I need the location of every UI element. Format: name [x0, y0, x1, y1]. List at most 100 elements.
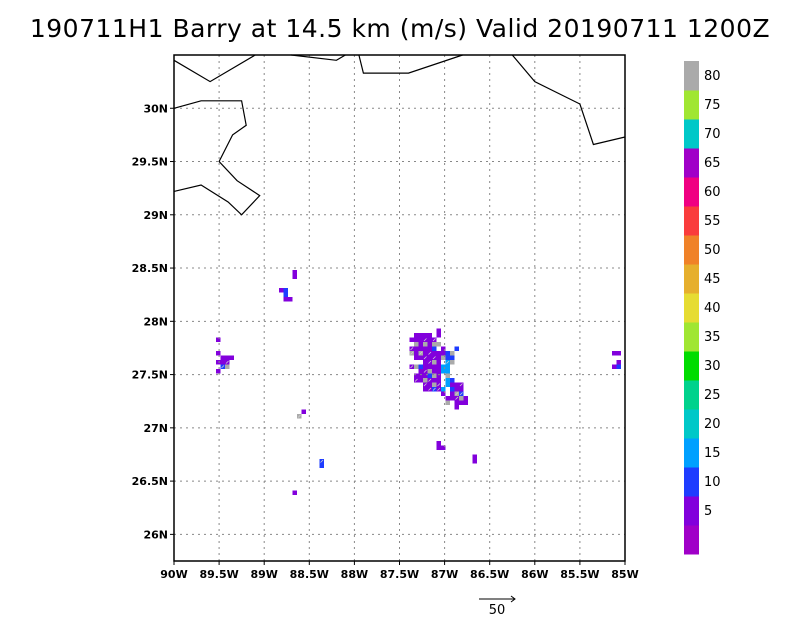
wind-vector [437, 383, 441, 387]
wind-pixel [432, 382, 437, 387]
wind-pixel [414, 346, 419, 351]
coastline-segment [291, 54, 346, 61]
wind-pixel [216, 337, 221, 342]
coastline-segment [511, 54, 626, 146]
wind-pixel [432, 360, 437, 365]
y-tick-label: 27N [143, 422, 168, 435]
wind-pixel [423, 360, 428, 365]
colorbar-swatch [684, 235, 699, 265]
wind-vector [459, 392, 463, 396]
y-tick-label: 30N [143, 102, 168, 115]
wind-pixel [427, 364, 432, 369]
wind-vector [410, 365, 414, 369]
colorbar-label: 75 [704, 98, 721, 113]
wind-pixel [423, 364, 428, 369]
wind-pixel [616, 364, 621, 369]
wind-pixel [427, 369, 432, 374]
wind-pixel [616, 360, 621, 365]
wind-pixel [450, 351, 455, 356]
wind-vector [419, 351, 423, 355]
wind-pixel [423, 351, 428, 356]
x-tick-label: 88.5W [290, 568, 329, 581]
wind-pixel [436, 351, 441, 356]
reference-vector-label: 50 [489, 603, 506, 618]
reference-arrow-head [510, 595, 516, 603]
colorbar-swatch [684, 61, 699, 91]
wind-vector [459, 383, 463, 387]
colorbar-label: 15 [704, 446, 721, 461]
wind-pixel [454, 346, 459, 351]
colorbar-label: 35 [704, 330, 721, 345]
x-tick-label: 89.5W [199, 568, 238, 581]
wind-vector [410, 347, 414, 351]
wind-pixel [445, 355, 450, 360]
wind-pixel [445, 373, 450, 378]
x-tick-label: 87.5W [380, 568, 419, 581]
y-tick-label: 29.5N [132, 156, 168, 169]
wind-speed-field [216, 270, 621, 495]
wind-pixel [436, 369, 441, 374]
wind-pixel [441, 387, 446, 392]
wind-pixel [423, 333, 428, 338]
wind-pixel [414, 342, 419, 347]
wind-vector [320, 459, 324, 463]
wind-pixel [450, 355, 455, 360]
wind-pixel [436, 360, 441, 365]
wind-pixel [432, 378, 437, 383]
wind-pixel [427, 382, 432, 387]
wind-vector [297, 414, 301, 418]
longitude-tick-labels: 90W 89.5W 89W 88.5W 88W 87.5W 87W 86.5W 86W 85.5W… [160, 561, 639, 581]
wind-pixel [445, 378, 450, 383]
wind-pixel [436, 342, 441, 347]
wind-pixel [418, 342, 423, 347]
wind-pixel [436, 378, 441, 383]
wind-pixel [216, 360, 221, 365]
x-tick-label: 89W [250, 568, 277, 581]
wind-pixel [432, 351, 437, 356]
colorbar-label: 30 [704, 359, 721, 374]
wind-pixel [450, 360, 455, 365]
wind-pixel [445, 369, 450, 374]
wind-pixel [441, 355, 446, 360]
wind-vector [437, 387, 441, 391]
wind-pixel [450, 378, 455, 383]
colorbar-label: 40 [704, 301, 721, 316]
wind-pixel [432, 346, 437, 351]
x-tick-label: 86W [521, 568, 548, 581]
colorbar-swatch [684, 438, 699, 468]
wind-vector [446, 360, 450, 364]
wind-pixel [423, 378, 428, 383]
wind-pixel [216, 351, 221, 356]
wind-pixel [220, 360, 225, 365]
wind-pixel [436, 333, 441, 338]
wind-pixel [441, 445, 446, 450]
colorbar-swatch [684, 380, 699, 410]
wind-pixel [441, 391, 446, 396]
colorbar-swatch [684, 351, 699, 381]
y-tick-label: 28N [143, 315, 168, 328]
wind-vector [221, 365, 225, 369]
wind-vector [428, 360, 432, 364]
wind-pixel [445, 364, 450, 369]
colorbar-label: 5 [704, 504, 712, 519]
x-tick-label: 85W [611, 568, 638, 581]
wind-vector [423, 356, 427, 360]
wind-pixel [427, 342, 432, 347]
x-tick-label: 85.5W [560, 568, 599, 581]
wind-pixel [436, 328, 441, 333]
wind-vector [428, 387, 432, 391]
wind-pixel [418, 337, 423, 342]
wind-vector [423, 338, 427, 342]
latitude-tick-labels: 26N 26.5N 27N 27.5N 28N 28.5N 29N 29.5N 30N [132, 102, 174, 541]
wind-pixel [454, 400, 459, 405]
wind-vector [428, 378, 432, 382]
colorbar-label: 10 [704, 475, 721, 490]
colorbar-swatch [684, 177, 699, 207]
wind-pixel [612, 364, 617, 369]
wind-pixel [441, 351, 446, 356]
colorbar-label: 60 [704, 185, 721, 200]
wind-pixel [450, 382, 455, 387]
wind-pixel [283, 297, 288, 302]
wind-vector [432, 338, 436, 342]
wind-vector [455, 396, 459, 400]
